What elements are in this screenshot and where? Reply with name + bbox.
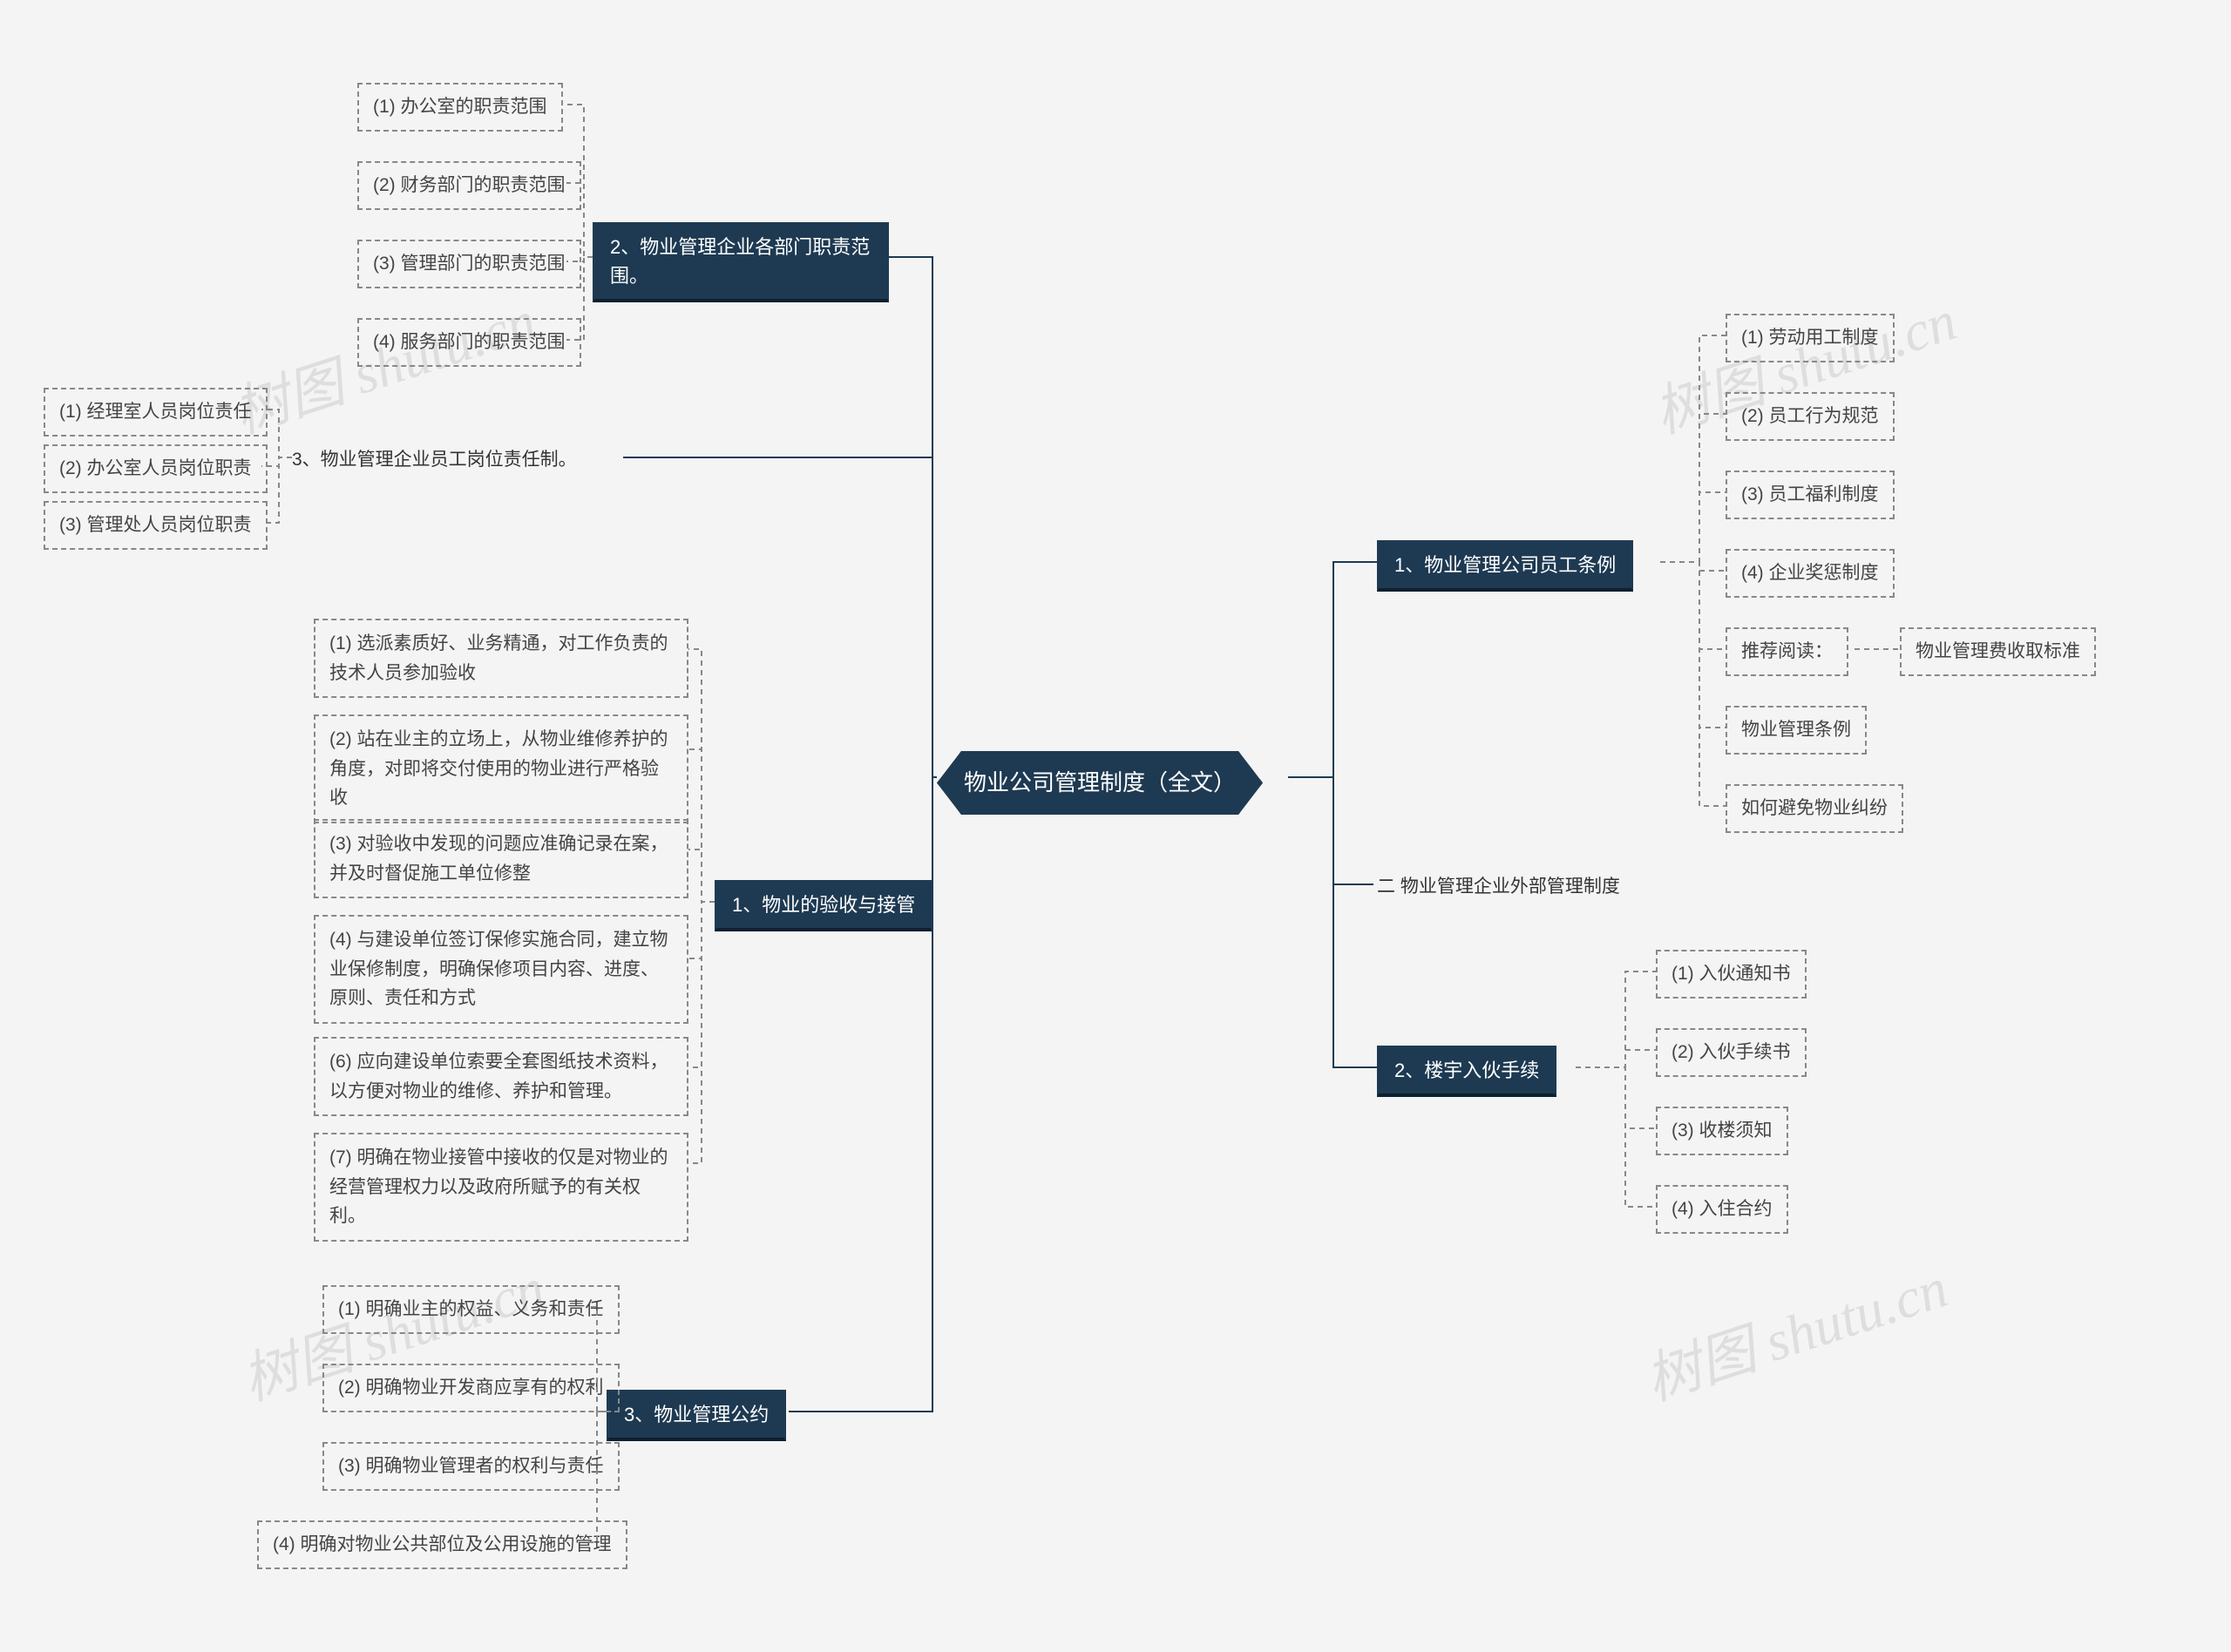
branch-l2: 3、物业管理企业员工岗位责任制。 (292, 444, 577, 476)
leaf-r3-3: (4) 入住合约 (1656, 1185, 1788, 1234)
leaf-r3-2: (3) 收楼须知 (1656, 1107, 1788, 1155)
leaf-l4-1: (2) 明确物业开发商应享有的权利 (322, 1364, 620, 1412)
leaf-r3-1: (2) 入伙手续书 (1656, 1028, 1807, 1077)
leaf-l3-0: (1) 选派素质好、业务精通，对工作负责的技术人员参加验收 (314, 619, 688, 698)
branch-l3: 1、物业的验收与接管 (715, 880, 932, 931)
leaf-l2-2: (3) 管理处人员岗位职责 (44, 501, 268, 550)
leaf-l3-1: (2) 站在业主的立场上，从物业维修养护的角度，对即将交付使用的物业进行严格验收 (314, 714, 688, 823)
leaf-l4-0: (1) 明确业主的权益、义务和责任 (322, 1285, 620, 1334)
leaf-l3-5: (7) 明确在物业接管中接收的仅是对物业的经营管理权力以及政府所赋予的有关权利。 (314, 1133, 688, 1242)
leaf-l1-0: (1) 办公室的职责范围 (357, 83, 563, 132)
branch-r3: 2、楼宇入伙手续 (1377, 1046, 1556, 1097)
branch-r1: 1、物业管理公司员工条例 (1377, 540, 1633, 592)
watermark: 树图 shutu.cn (1634, 1243, 1956, 1416)
leaf-l3-3: (4) 与建设单位签订保修实施合同，建立物业保修制度，明确保修项目内容、进度、原… (314, 915, 688, 1024)
leaf-r3-0: (1) 入伙通知书 (1656, 950, 1807, 999)
leaf-l3-2: (3) 对验收中发现的问题应准确记录在案，并及时督促施工单位修整 (314, 819, 688, 898)
leaf-l2-0: (1) 经理室人员岗位责任 (44, 388, 268, 437)
leaf-r1-4b: 物业管理费收取标准 (1900, 627, 2096, 676)
branch-r2: 二 物业管理企业外部管理制度 (1377, 871, 1620, 903)
leaf-l2-1: (2) 办公室人员岗位职责 (44, 444, 268, 493)
leaf-l1-2: (3) 管理部门的职责范围 (357, 240, 581, 288)
leaf-r1-3: (4) 企业奖惩制度 (1726, 549, 1895, 598)
leaf-l4-3: (4) 明确对物业公共部位及公用设施的管理 (257, 1520, 627, 1569)
leaf-r1-2: (3) 员工福利制度 (1726, 471, 1895, 519)
leaf-l4-2: (3) 明确物业管理者的权利与责任 (322, 1442, 620, 1491)
leaf-r1-5: 物业管理条例 (1726, 706, 1867, 755)
leaf-l1-1: (2) 财务部门的职责范围 (357, 161, 581, 210)
root-node: 物业公司管理制度（全文） (937, 751, 1263, 815)
leaf-r1-1: (2) 员工行为规范 (1726, 392, 1895, 441)
leaf-r1-6: 如何避免物业纠纷 (1726, 784, 1903, 833)
leaf-l1-3: (4) 服务部门的职责范围 (357, 318, 581, 367)
leaf-r1-0: (1) 劳动用工制度 (1726, 314, 1895, 362)
leaf-l3-4: (6) 应向建设单位索要全套图纸技术资料，以方便对物业的维修、养护和管理。 (314, 1037, 688, 1116)
branch-l1: 2、物业管理企业各部门职责范围。 (593, 222, 889, 302)
branch-l4: 3、物业管理公约 (607, 1390, 786, 1441)
leaf-r1-4: 推荐阅读： (1726, 627, 1848, 676)
